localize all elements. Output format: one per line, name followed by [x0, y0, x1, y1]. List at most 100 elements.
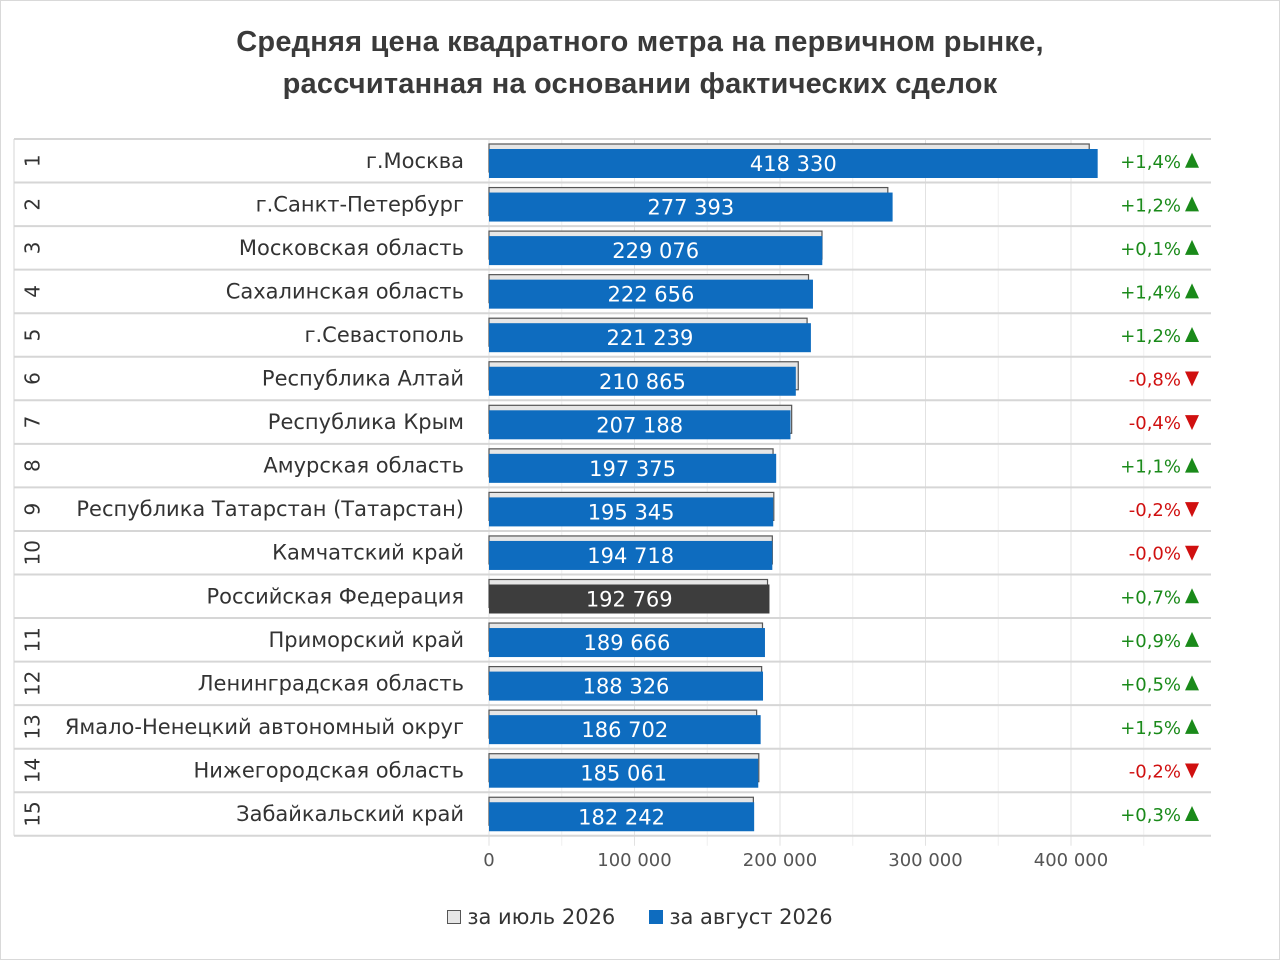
- legend-label-august: за август 2026: [669, 905, 833, 929]
- rank-label: 14: [21, 758, 45, 783]
- bar-august: [489, 497, 774, 527]
- rank-label: 3: [21, 242, 45, 255]
- bar-august: [489, 366, 796, 396]
- bar-value-label: 182 242: [578, 805, 665, 829]
- legend-item-july: за июль 2026: [447, 905, 615, 929]
- region-label: Сахалинская область: [226, 279, 464, 303]
- x-tick-label: 300 000: [888, 850, 962, 871]
- change-label: +1,4%: [1120, 282, 1181, 303]
- rank-label: 15: [21, 801, 45, 826]
- rank-label: 1: [21, 154, 45, 167]
- region-label: г.Севастополь: [304, 323, 464, 347]
- legend: за июль 2026 за август 2026: [0, 905, 1280, 929]
- bar-august: [489, 192, 893, 222]
- change-label: +0,5%: [1120, 674, 1181, 695]
- x-tick-label: 100 000: [597, 850, 671, 871]
- region-label: Российская Федерация: [206, 584, 464, 608]
- change-label: +1,5%: [1120, 718, 1181, 739]
- up-arrow-icon: [1185, 239, 1199, 255]
- region-label: Республика Крым: [268, 410, 464, 434]
- down-arrow-icon: [1185, 415, 1199, 431]
- bar-august: [489, 628, 765, 658]
- bar-august: [489, 453, 777, 483]
- bar-value-label: 418 330: [750, 152, 837, 176]
- bar-august: [489, 584, 770, 614]
- bar-value-label: 186 702: [581, 718, 668, 742]
- change-label: -0,2%: [1129, 500, 1181, 521]
- bar-value-label: 207 188: [596, 413, 683, 437]
- bar-august: [489, 323, 811, 353]
- region-label: Ленинградская область: [198, 671, 464, 695]
- bar-value-label: 277 393: [647, 196, 734, 220]
- rank-label: 10: [21, 540, 45, 565]
- legend-item-august: за август 2026: [649, 905, 833, 929]
- rank-label: 2: [21, 198, 45, 211]
- rank-label: 4: [21, 285, 45, 298]
- rank-label: 9: [21, 503, 45, 516]
- bar-august: [489, 758, 759, 788]
- bar-value-label: 221 239: [607, 326, 694, 350]
- chart-title: Средняя цена квадратного метра на первич…: [236, 26, 1044, 58]
- bar-value-label: 189 666: [584, 631, 671, 655]
- bar-value-label: 188 326: [583, 675, 670, 699]
- bar-august: [489, 149, 1098, 178]
- bar-value-label: 210 865: [599, 370, 686, 394]
- up-arrow-icon: [1185, 457, 1199, 473]
- bar-august: [489, 540, 773, 570]
- bar-value-label: 195 345: [588, 500, 675, 524]
- legend-swatch-july: [447, 910, 462, 924]
- up-arrow-icon: [1185, 631, 1199, 647]
- region-label: Московская область: [239, 236, 464, 260]
- bar-value-label: 192 769: [586, 588, 673, 612]
- bar-august: [489, 410, 791, 440]
- change-label: -0,8%: [1129, 370, 1181, 391]
- rank-label: 13: [21, 714, 45, 739]
- change-label: -0,0%: [1129, 544, 1181, 565]
- x-tick-label: 200 000: [743, 850, 817, 871]
- bar-value-label: 197 375: [589, 457, 676, 481]
- rank-label: 11: [21, 627, 45, 652]
- change-label: -0,2%: [1129, 761, 1181, 782]
- change-label: +0,1%: [1120, 239, 1181, 260]
- up-arrow-icon: [1185, 152, 1199, 168]
- change-label: +0,7%: [1120, 587, 1181, 608]
- legend-swatch-august: [649, 910, 664, 924]
- region-label: Забайкальский край: [236, 802, 464, 826]
- rank-label: 7: [21, 416, 45, 429]
- bar-august: [489, 279, 813, 309]
- up-arrow-icon: [1185, 806, 1199, 822]
- region-label: г.Санкт-Петербург: [256, 192, 464, 216]
- rank-label: 6: [21, 372, 45, 385]
- bar-chart: 1 г.Москва 418 330 +1,4% 2 г.Санкт-Петербург 2…: [13, 138, 1211, 871]
- change-label: -0,4%: [1129, 413, 1181, 434]
- rank-label: 8: [21, 459, 45, 472]
- region-label: г.Москва: [366, 149, 464, 173]
- change-label: +1,2%: [1120, 195, 1181, 216]
- bar-value-label: 194 718: [587, 544, 674, 568]
- up-arrow-icon: [1185, 283, 1199, 299]
- bar-august: [489, 671, 764, 701]
- up-arrow-icon: [1185, 675, 1199, 691]
- up-arrow-icon: [1185, 326, 1199, 342]
- bar-value-label: 185 061: [580, 762, 667, 786]
- chart-subtitle: рассчитанная на основании фактических сд…: [282, 68, 998, 100]
- x-tick-label: 0: [483, 850, 494, 871]
- legend-label-july: за июль 2026: [467, 905, 616, 929]
- down-arrow-icon: [1185, 763, 1199, 779]
- change-label: +0,9%: [1120, 631, 1181, 652]
- region-label: Приморский край: [268, 628, 464, 652]
- region-label: Республика Татарстан (Татарстан): [76, 497, 464, 521]
- bar-value-label: 222 656: [608, 283, 695, 307]
- rank-label: 12: [21, 671, 45, 696]
- down-arrow-icon: [1185, 502, 1199, 518]
- change-label: +1,2%: [1120, 326, 1181, 347]
- change-label: +1,4%: [1120, 152, 1181, 173]
- x-tick-label: 400 000: [1034, 850, 1108, 871]
- region-label: Нижегородская область: [193, 758, 464, 782]
- region-label: Республика Алтай: [262, 367, 464, 391]
- region-label: Амурская область: [263, 454, 464, 478]
- up-arrow-icon: [1185, 718, 1199, 734]
- bar-august: [489, 715, 761, 745]
- change-label: +1,1%: [1120, 457, 1181, 478]
- down-arrow-icon: [1185, 545, 1199, 561]
